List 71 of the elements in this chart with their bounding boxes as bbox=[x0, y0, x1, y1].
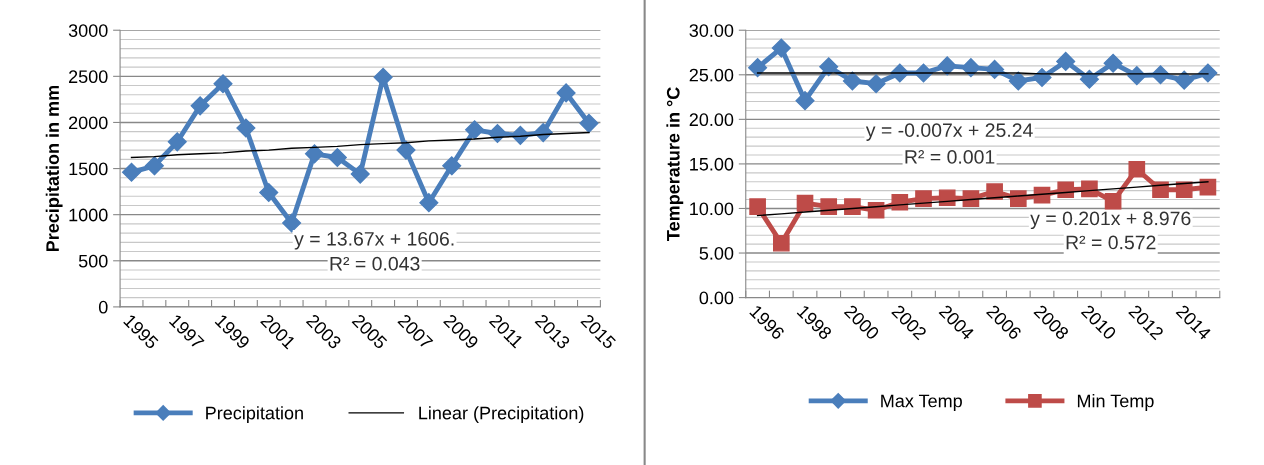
point bbox=[961, 58, 981, 78]
point bbox=[842, 71, 862, 91]
annotation: R² = 0.043 bbox=[330, 256, 420, 271]
y-tick-label: 20.00 bbox=[689, 113, 734, 127]
point bbox=[867, 201, 885, 219]
point bbox=[1008, 71, 1028, 91]
point bbox=[1128, 160, 1146, 178]
legend-label: Precipitation bbox=[206, 406, 303, 423]
point bbox=[938, 189, 956, 207]
point bbox=[1175, 181, 1193, 199]
point bbox=[796, 194, 814, 212]
point bbox=[396, 140, 416, 160]
point bbox=[282, 213, 302, 233]
annotation: y = 13.67x + 1606. bbox=[294, 231, 454, 250]
y-tick-label: 25.00 bbox=[689, 68, 734, 82]
point bbox=[373, 67, 393, 87]
point bbox=[772, 234, 790, 252]
y-tick-label: 3000 bbox=[68, 24, 108, 37]
point bbox=[1103, 53, 1123, 73]
annotation: y = -0.007x + 25.24 bbox=[865, 123, 1033, 141]
point bbox=[1009, 190, 1027, 208]
point bbox=[937, 56, 957, 76]
point bbox=[795, 91, 815, 111]
point bbox=[350, 164, 370, 184]
y-axis-title: Precipitation in mm bbox=[45, 85, 63, 252]
point bbox=[190, 96, 210, 116]
legend-label: Min Temp bbox=[1077, 394, 1154, 411]
annotation: R² = 0.001 bbox=[905, 150, 995, 164]
point bbox=[1104, 193, 1122, 210]
point bbox=[962, 190, 980, 208]
point bbox=[419, 193, 439, 213]
point bbox=[748, 58, 768, 78]
y-tick-label: 1000 bbox=[69, 208, 108, 222]
y-tick-label: 5.00 bbox=[699, 246, 734, 260]
point bbox=[1056, 51, 1076, 71]
y-tick-label: 15.00 bbox=[690, 157, 734, 171]
point bbox=[891, 193, 909, 211]
point bbox=[327, 147, 347, 168]
point bbox=[819, 57, 839, 77]
legend-label: Max Temp bbox=[881, 394, 962, 411]
point bbox=[465, 120, 485, 140]
point bbox=[771, 38, 791, 58]
point bbox=[442, 156, 462, 176]
y-tick-label: 2000 bbox=[69, 116, 108, 130]
y-tick-label: 30.00 bbox=[689, 24, 734, 37]
point bbox=[1174, 70, 1194, 90]
point bbox=[144, 156, 164, 176]
y-tick-label: 500 bbox=[78, 254, 108, 268]
point bbox=[866, 74, 886, 94]
annotation: R² = 0.572 bbox=[1066, 235, 1156, 250]
point bbox=[844, 198, 861, 216]
point bbox=[213, 74, 233, 94]
point bbox=[556, 83, 576, 103]
y-tick-label: 10.00 bbox=[690, 202, 734, 216]
point bbox=[259, 183, 279, 203]
point bbox=[1152, 181, 1169, 199]
point bbox=[167, 132, 187, 152]
point bbox=[749, 198, 766, 216]
y-tick-label: 1500 bbox=[69, 162, 108, 176]
point bbox=[1057, 181, 1075, 199]
point bbox=[304, 144, 325, 164]
y-axis-title: Temperature in °C bbox=[666, 87, 684, 241]
y-tick-label: 0.00 bbox=[699, 291, 734, 305]
annotation: y = 0.201x + 8.976 bbox=[1030, 211, 1191, 230]
point bbox=[986, 183, 1003, 200]
legend-label: Linear (Precipitation) bbox=[419, 406, 584, 423]
y-tick-label: 0 bbox=[98, 300, 108, 314]
y-tick-label: 2500 bbox=[69, 70, 108, 84]
point bbox=[121, 162, 142, 182]
point bbox=[236, 118, 256, 138]
point bbox=[579, 113, 599, 133]
